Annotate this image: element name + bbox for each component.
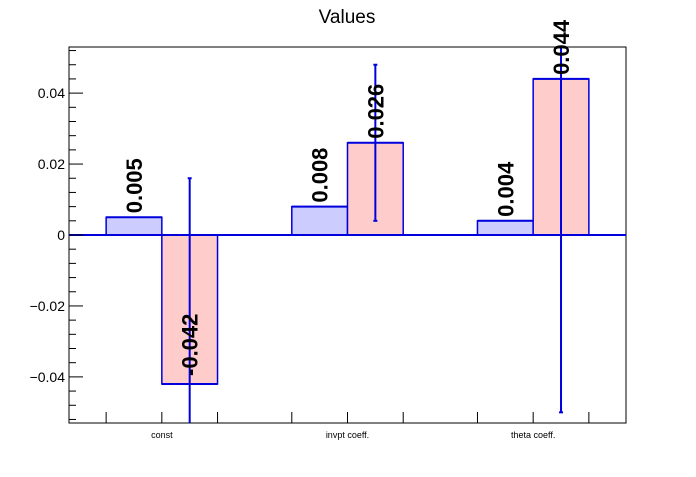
- y-tick-label: −0.04: [30, 369, 66, 385]
- bar-labels-layer: 0.005 0.008 0.004 -0.042 0.026 0.044: [122, 19, 574, 376]
- x-axis: const invpt coeff. theta coeff.: [105, 412, 590, 440]
- y-tick-label: 0.04: [38, 85, 65, 101]
- bar: [291, 205, 349, 236]
- bar-value-label: 0.008: [308, 148, 333, 203]
- chart-title: Values: [319, 7, 376, 28]
- bar: [476, 220, 534, 236]
- bar: [105, 216, 163, 236]
- bar-value-label: 0.004: [493, 161, 518, 217]
- x-tick-label: const: [151, 430, 173, 440]
- x-tick-label: invpt coeff.: [326, 430, 369, 440]
- bar-value-label: -0.042: [178, 314, 203, 376]
- y-axis: −0.04 −0.02 0 0.02 0.04: [30, 50, 83, 420]
- bar-value-label: 0.005: [122, 158, 147, 213]
- y-tick-label: 0: [57, 227, 65, 243]
- error-bars-layer: [106, 47, 589, 423]
- bar-value-label: 0.026: [363, 84, 388, 139]
- y-tick-label: −0.02: [30, 298, 66, 314]
- bar-value-label: 0.044: [549, 19, 574, 75]
- y-tick-label: 0.02: [38, 156, 65, 172]
- x-tick-label: theta coeff.: [511, 430, 555, 440]
